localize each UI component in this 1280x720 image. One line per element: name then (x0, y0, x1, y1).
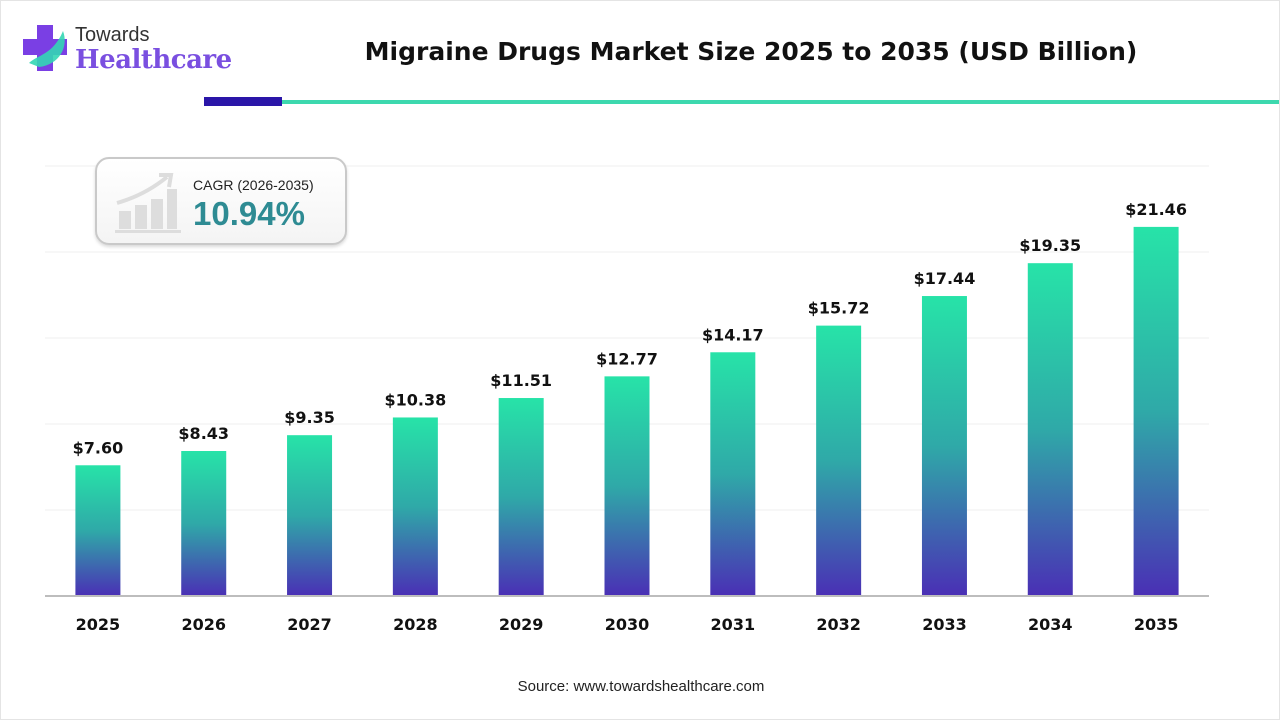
source-note: Source: www.towardshealthcare.com (517, 678, 765, 695)
logo: Towards Healthcare (23, 24, 232, 86)
bar-2034 (1027, 263, 1073, 596)
x-tick-label: 2027 (287, 615, 332, 634)
x-tick-label: 2030 (605, 615, 650, 634)
chart-title: Migraine Drugs Market Size 2025 to 2035 … (364, 37, 1138, 66)
x-tick-label: 2033 (922, 615, 967, 634)
bar-2027 (287, 435, 333, 596)
logo-text-healthcare: Healthcare (75, 45, 232, 75)
title-underline-dark (204, 97, 282, 106)
bar-2028 (392, 417, 438, 596)
cagr-card: CAGR (2026-2035) 10.94% (95, 157, 347, 245)
x-tick-label: 2028 (393, 615, 438, 634)
bar-2025 (75, 465, 121, 596)
bar-2033 (921, 296, 967, 596)
data-label: $10.38 (384, 390, 446, 409)
data-label: $8.43 (178, 424, 229, 443)
bar-2026 (181, 451, 227, 596)
data-label: $21.46 (1125, 200, 1187, 219)
data-label: $17.44 (914, 269, 976, 288)
cagr-value: 10.94% (193, 195, 305, 232)
data-label: $12.77 (596, 349, 658, 368)
x-tick-label: 2032 (816, 615, 861, 634)
data-label: $19.35 (1019, 236, 1081, 255)
data-label: $11.51 (490, 371, 552, 390)
data-label: $9.35 (284, 408, 335, 427)
data-label: $7.60 (73, 438, 124, 457)
x-tick-label: 2031 (711, 615, 756, 634)
medical-cross-leaf-icon (23, 25, 67, 71)
x-tick-label: 2034 (1028, 615, 1073, 634)
x-tick-label: 2029 (499, 615, 544, 634)
logo-text-towards: Towards (75, 24, 150, 46)
x-tick-label: 2025 (76, 615, 121, 634)
x-tick-label: 2035 (1134, 615, 1179, 634)
bar-2031 (710, 352, 756, 596)
title-underline-teal (282, 100, 1279, 104)
data-label: $15.72 (808, 299, 870, 318)
bar-2029 (498, 398, 544, 596)
cagr-label: CAGR (2026-2035) (193, 177, 314, 193)
bar-2030 (604, 376, 650, 596)
data-label: $14.17 (702, 325, 764, 344)
bar-2035 (1133, 226, 1179, 596)
growth-chart-icon (115, 173, 181, 233)
bar-2032 (816, 325, 862, 596)
x-tick-label: 2026 (181, 615, 226, 634)
